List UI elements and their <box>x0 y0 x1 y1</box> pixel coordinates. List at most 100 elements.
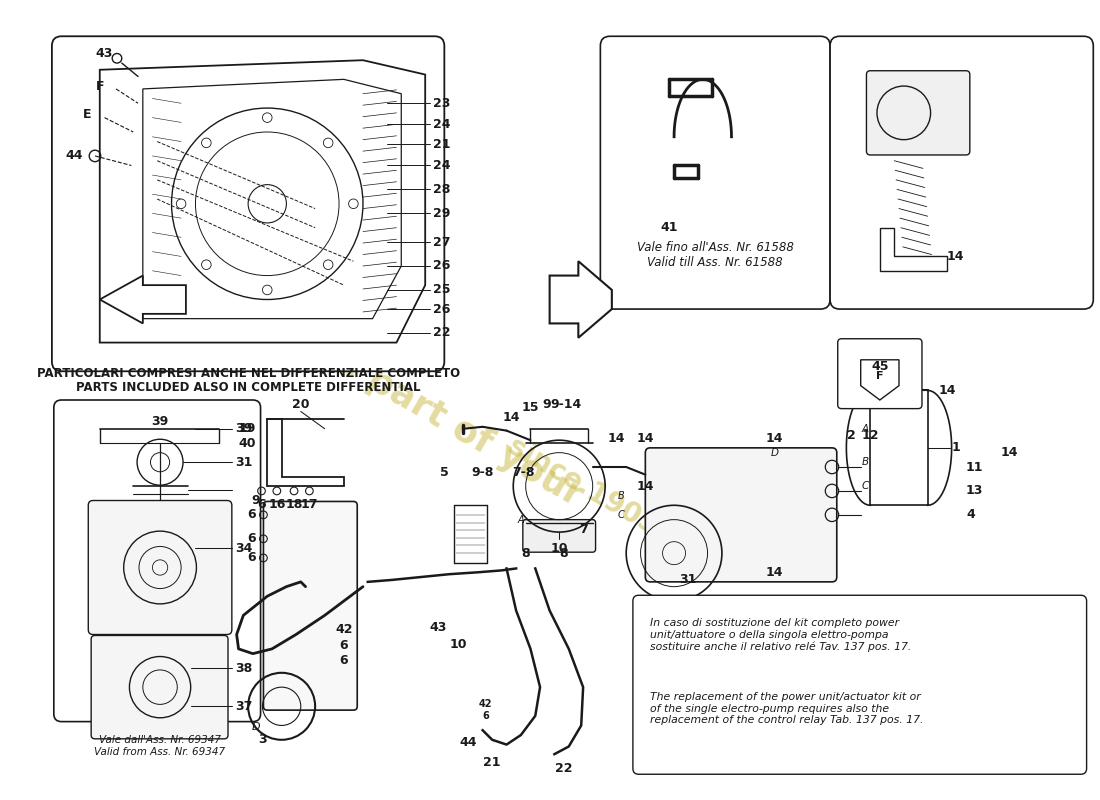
Text: 14: 14 <box>637 480 654 493</box>
Text: 14: 14 <box>608 432 626 445</box>
Text: 4: 4 <box>966 508 975 522</box>
Text: 15: 15 <box>521 401 539 414</box>
Text: 2: 2 <box>847 429 856 442</box>
Text: 6: 6 <box>257 498 266 510</box>
Text: B: B <box>862 458 869 467</box>
Text: 30: 30 <box>658 666 675 679</box>
Text: 7-8: 7-8 <box>513 466 535 479</box>
Text: C: C <box>618 510 625 520</box>
Text: 10: 10 <box>550 542 568 555</box>
FancyBboxPatch shape <box>632 595 1087 774</box>
Text: F: F <box>96 79 104 93</box>
Text: In caso di sostituzione del kit completo power
unit/attuatore o della singola el: In caso di sostituzione del kit completo… <box>650 618 912 652</box>
Text: 29: 29 <box>433 207 450 220</box>
FancyBboxPatch shape <box>867 70 970 155</box>
Text: 39: 39 <box>152 414 168 427</box>
Text: 6: 6 <box>248 532 256 546</box>
Text: 17: 17 <box>300 498 318 510</box>
Text: 26: 26 <box>433 302 450 315</box>
Text: 43: 43 <box>429 622 447 634</box>
Text: 6: 6 <box>340 654 348 667</box>
Text: 21: 21 <box>433 138 450 151</box>
FancyBboxPatch shape <box>838 338 922 409</box>
Text: 7: 7 <box>579 522 587 536</box>
Text: 14: 14 <box>947 250 965 263</box>
Text: 39: 39 <box>234 422 252 435</box>
Text: 6: 6 <box>482 711 488 721</box>
Text: 9: 9 <box>251 494 260 507</box>
Text: 38: 38 <box>234 662 252 674</box>
Text: PARTS INCLUDED ALSO IN COMPLETE DIFFERENTIAL: PARTS INCLUDED ALSO IN COMPLETE DIFFEREN… <box>76 381 420 394</box>
Text: 10: 10 <box>450 638 468 650</box>
Text: 3: 3 <box>258 734 267 746</box>
Text: 43: 43 <box>96 47 113 60</box>
Text: 24: 24 <box>433 159 450 172</box>
Text: 25: 25 <box>433 283 450 297</box>
Text: 9-14: 9-14 <box>550 398 582 411</box>
FancyBboxPatch shape <box>522 520 595 552</box>
Text: 37: 37 <box>234 700 252 713</box>
FancyBboxPatch shape <box>91 635 228 739</box>
Text: 24: 24 <box>433 118 450 131</box>
Polygon shape <box>100 275 186 323</box>
Text: 14: 14 <box>637 432 654 445</box>
Text: 12: 12 <box>861 429 879 442</box>
FancyBboxPatch shape <box>88 501 232 634</box>
Text: 35: 35 <box>654 597 672 610</box>
Text: 32: 32 <box>727 612 744 625</box>
Text: A: A <box>862 424 869 434</box>
Text: 6: 6 <box>248 551 256 565</box>
Text: C: C <box>862 481 869 491</box>
Text: a part of your: a part of your <box>329 344 588 514</box>
Text: 34: 34 <box>671 631 689 644</box>
Text: 11: 11 <box>966 461 983 474</box>
Text: 21: 21 <box>483 756 500 769</box>
Text: 31: 31 <box>234 456 252 469</box>
Text: 6: 6 <box>248 508 256 522</box>
Text: since 1905: since 1905 <box>504 432 663 540</box>
FancyBboxPatch shape <box>52 36 444 371</box>
Text: 26: 26 <box>433 259 450 273</box>
Text: B: B <box>618 490 625 501</box>
Text: The replacement of the power unit/actuator kit or
of the single electro-pump req: The replacement of the power unit/actuat… <box>650 692 924 725</box>
Text: E: E <box>651 755 660 768</box>
Text: 9: 9 <box>542 398 551 411</box>
Text: 1: 1 <box>952 442 960 454</box>
Text: 6: 6 <box>340 639 348 653</box>
Text: 34: 34 <box>234 542 252 555</box>
Text: 14: 14 <box>766 566 783 578</box>
Text: 41: 41 <box>660 222 678 234</box>
Text: F: F <box>682 743 691 756</box>
Text: D: D <box>771 448 779 458</box>
Text: 18: 18 <box>285 498 303 510</box>
Text: E: E <box>84 108 91 122</box>
Text: 8: 8 <box>560 546 569 560</box>
FancyBboxPatch shape <box>830 36 1093 309</box>
Text: 8: 8 <box>521 546 530 560</box>
Text: 40: 40 <box>239 437 256 450</box>
Text: Vale dall'Ass. Nr. 69347
Valid from Ass. Nr. 69347: Vale dall'Ass. Nr. 69347 Valid from Ass.… <box>95 735 226 757</box>
Text: 44: 44 <box>460 736 477 749</box>
Text: 28: 28 <box>433 183 450 196</box>
FancyBboxPatch shape <box>263 502 358 710</box>
Text: 44: 44 <box>65 150 82 162</box>
Text: 27: 27 <box>433 235 450 249</box>
Text: 46: 46 <box>661 729 678 742</box>
FancyBboxPatch shape <box>601 36 830 309</box>
Text: 31: 31 <box>679 574 696 586</box>
Text: 9-8: 9-8 <box>472 466 494 479</box>
Text: 23: 23 <box>433 97 450 110</box>
Text: Vale fino all'Ass. Nr. 61588
Valid till Ass. Nr. 61588: Vale fino all'Ass. Nr. 61588 Valid till … <box>637 241 794 269</box>
Text: 33: 33 <box>666 648 683 661</box>
Text: 42: 42 <box>336 623 353 636</box>
Text: 14: 14 <box>766 432 783 445</box>
Text: 42: 42 <box>478 699 492 710</box>
Text: 14: 14 <box>1000 446 1018 459</box>
Text: F: F <box>876 371 883 381</box>
Text: 14: 14 <box>503 410 520 424</box>
Polygon shape <box>550 262 612 338</box>
Text: 20: 20 <box>292 398 309 411</box>
Text: 36: 36 <box>652 614 669 626</box>
FancyBboxPatch shape <box>646 448 837 582</box>
Text: 45: 45 <box>871 360 889 373</box>
